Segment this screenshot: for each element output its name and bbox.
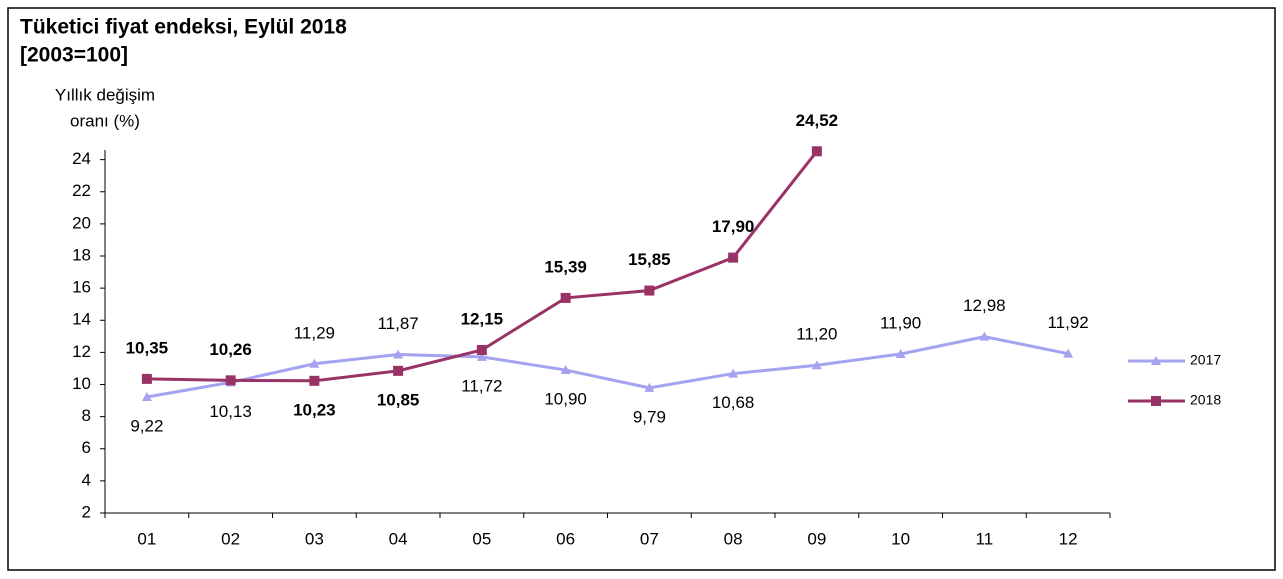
y-tick-label: 20 (72, 213, 91, 232)
y-tick-label: 12 (72, 342, 91, 361)
data-label: 24,52 (796, 111, 839, 130)
data-label: 10,85 (377, 390, 420, 409)
y-tick-label: 4 (82, 470, 91, 489)
point-marker (979, 331, 990, 341)
x-tick-label: 06 (556, 529, 575, 548)
data-label: 10,13 (209, 402, 252, 421)
point-marker (644, 382, 655, 392)
data-label: 11,90 (880, 313, 921, 332)
x-tick-label: 02 (221, 529, 240, 548)
data-label: 11,92 (1047, 313, 1088, 332)
x-tick-label: 04 (389, 529, 408, 548)
point-marker (476, 351, 487, 361)
y-tick-label: 8 (82, 406, 91, 425)
y-tick-label: 2 (82, 502, 91, 521)
data-label: 10,90 (544, 390, 587, 409)
point-marker (393, 365, 404, 376)
legend-label: 2017 (1190, 352, 1221, 368)
point-marker (728, 368, 739, 378)
chart-subtitle: [2003=100] (20, 44, 128, 67)
point-marker (728, 252, 739, 263)
y-axis-label: oranı (%) (70, 111, 140, 130)
point-marker (811, 146, 822, 157)
x-tick-label: 10 (891, 529, 910, 548)
y-tick-label: 24 (72, 149, 91, 168)
x-tick-label: 11 (976, 529, 994, 548)
point-marker (811, 360, 822, 370)
point-marker (1151, 396, 1161, 406)
point-marker (560, 365, 571, 375)
data-label: 9,79 (633, 407, 666, 426)
y-tick-label: 22 (72, 181, 91, 200)
point-marker (1063, 348, 1074, 358)
point-marker (560, 292, 571, 303)
point-marker (1151, 356, 1161, 365)
series-line (146, 335, 1069, 399)
y-tick-label: 18 (72, 245, 91, 264)
x-tick-label: 07 (640, 529, 659, 548)
x-tick-label: 03 (305, 529, 324, 548)
data-label: 11,20 (796, 325, 837, 344)
data-label: 10,26 (209, 340, 252, 359)
point-marker (309, 375, 320, 386)
point-marker (141, 373, 152, 384)
x-tick-label: 12 (1059, 529, 1078, 548)
y-tick-label: 10 (72, 374, 91, 393)
data-label: 11,72 (461, 376, 502, 395)
y-tick-label: 16 (72, 278, 91, 297)
chart-title: Tüketici fiyat endeksi, Eylül 2018 (20, 16, 347, 39)
y-tick-label: 14 (72, 310, 91, 329)
data-label: 15,85 (628, 250, 671, 269)
data-label: 11,29 (294, 323, 335, 342)
data-label: 17,90 (712, 217, 755, 236)
point-marker (476, 344, 487, 355)
y-axis-label: Yıllık değişim (55, 85, 155, 104)
point-marker (225, 375, 236, 386)
data-label: 9,22 (130, 417, 163, 436)
data-label: 12,98 (963, 296, 1006, 315)
data-label: 15,39 (544, 257, 587, 276)
y-tick-label: 6 (82, 438, 91, 457)
data-label: 10,23 (293, 400, 336, 419)
point-marker (895, 348, 906, 358)
frame (7, 7, 1276, 571)
data-label: 10,35 (126, 338, 169, 357)
data-label: 12,15 (461, 309, 504, 328)
point-marker (309, 358, 320, 368)
x-tick-label: 01 (137, 529, 156, 548)
point-marker (141, 392, 152, 402)
x-tick-label: 09 (807, 529, 826, 548)
point-marker (644, 285, 655, 296)
data-label: 10,68 (712, 393, 755, 412)
point-marker (393, 349, 404, 359)
data-label: 11,87 (377, 314, 418, 333)
x-tick-label: 08 (724, 529, 743, 548)
x-tick-label: 05 (472, 529, 491, 548)
legend-label: 2018 (1190, 392, 1221, 408)
